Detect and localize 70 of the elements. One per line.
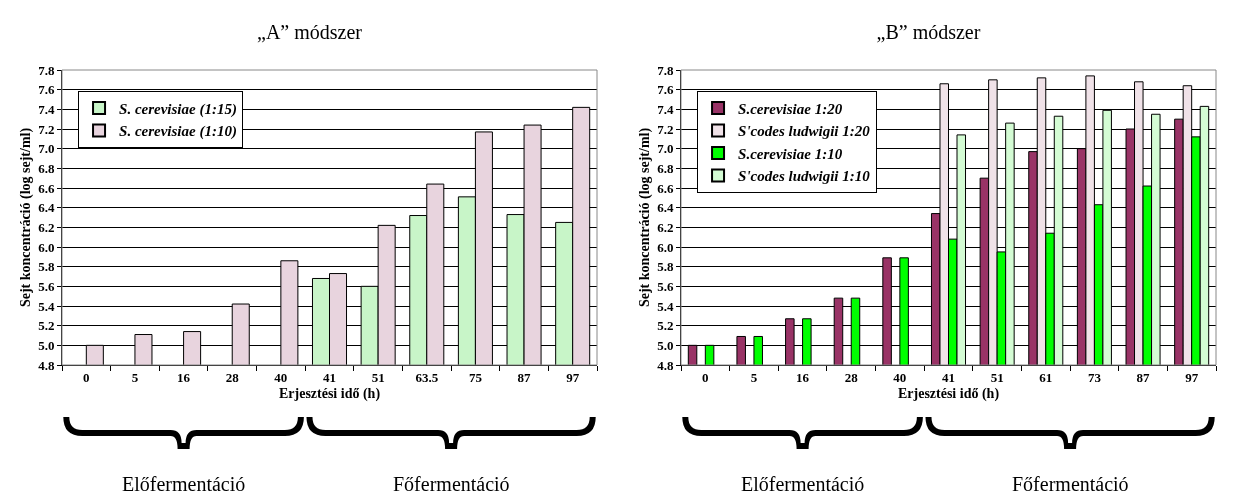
x-tick-label: 0 <box>83 369 90 385</box>
x-tick-label: 16 <box>796 369 810 385</box>
y-tick-label: 6.6 <box>657 180 674 196</box>
x-axis-title: Erjesztési idő (h) <box>897 385 1000 402</box>
text: Főfermentáció <box>1012 473 1129 495</box>
x-tick-label: 87 <box>517 369 532 385</box>
y-tick-label: 6.8 <box>38 160 55 176</box>
y-tick-label: 5.8 <box>657 259 674 275</box>
y-tick-label: 4.8 <box>657 357 674 373</box>
x-tick-label: 97 <box>566 369 580 385</box>
x-tick-label: 5 <box>131 369 139 385</box>
y-tick-label: 7.8 <box>38 62 55 78</box>
y-tick-label: 5.4 <box>657 298 674 314</box>
y-tick-label: 5.0 <box>657 337 674 353</box>
legend-label: S. cerevisiae (1:15) <box>119 100 237 118</box>
y-tick-label: 5.2 <box>38 318 55 334</box>
x-tick-label: 75 <box>468 369 483 385</box>
legend-label: S. cerevisiae (1:10) <box>119 123 237 141</box>
legend-label: S.cerevisiae 1:10 <box>738 145 843 162</box>
y-tick-label: 5.8 <box>38 259 55 275</box>
y-tick-label: 6.6 <box>38 180 55 196</box>
y-tick-label: 5.6 <box>38 278 55 294</box>
y-tick-label: 7.0 <box>38 141 55 157</box>
y-tick-label: 6.0 <box>38 239 55 255</box>
x-tick-label: 40 <box>893 369 907 385</box>
y-tick-label: 6.8 <box>657 160 674 176</box>
y-axis-title: Sejt koncentráció (log sejt/ml) <box>17 127 34 308</box>
x-tick-label: 28 <box>844 369 859 385</box>
x-tick-label: 41 <box>323 369 336 385</box>
y-tick-label: 7.4 <box>657 101 674 117</box>
text: Előfermentáció <box>741 473 865 495</box>
y-tick-label: 4.8 <box>38 357 55 373</box>
legend-label: S'codes ludwigii 1:10 <box>738 168 871 185</box>
y-tick-label: 6.2 <box>657 219 674 235</box>
x-tick-label: 16 <box>177 369 191 385</box>
x-tick-label: 28 <box>225 369 240 385</box>
y-tick-label: 5.2 <box>657 318 674 334</box>
x-tick-label: 73 <box>1087 369 1102 385</box>
legend-label: S.cerevisiae 1:20 <box>738 100 843 117</box>
x-tick-label: 61 <box>1039 369 1053 385</box>
x-tick-label: 0 <box>702 369 709 385</box>
x-tick-label: 63.5 <box>415 369 439 385</box>
y-tick-label: 7.0 <box>657 141 674 157</box>
y-tick-label: 7.4 <box>38 101 55 117</box>
x-tick-label: 51 <box>990 369 1004 385</box>
legend-label: S'codes ludwigii 1:20 <box>738 123 871 140</box>
y-tick-label: 7.8 <box>657 62 674 78</box>
y-tick-label: 5.4 <box>38 298 55 314</box>
y-tick-label: 7.6 <box>657 82 674 98</box>
text: Előfermentáció <box>122 473 246 495</box>
y-tick-label: 5.0 <box>38 337 55 353</box>
x-tick-label: 51 <box>371 369 385 385</box>
x-tick-label: 87 <box>1136 369 1151 385</box>
chart-title: „B” módszer <box>876 20 981 43</box>
y-tick-label: 7.6 <box>38 82 55 98</box>
y-tick-label: 6.4 <box>38 200 55 216</box>
x-tick-label: 40 <box>274 369 288 385</box>
y-tick-label: 7.2 <box>657 121 674 137</box>
x-tick-label: 97 <box>1185 369 1199 385</box>
y-tick-label: 7.2 <box>38 121 55 137</box>
x-tick-label: 5 <box>750 369 758 385</box>
y-tick-label: 6.0 <box>657 239 674 255</box>
y-tick-label: 6.2 <box>38 219 55 235</box>
x-tick-label: 41 <box>942 369 955 385</box>
y-axis-title: Sejt koncentráció (log sejt/ml) <box>636 127 653 308</box>
chart-title: „A” módszer <box>257 20 363 43</box>
x-axis-title: Erjesztési idő (h) <box>278 385 381 402</box>
y-tick-label: 5.6 <box>657 278 674 294</box>
y-tick-label: 6.4 <box>657 200 674 216</box>
text: Főfermentáció <box>393 473 510 495</box>
